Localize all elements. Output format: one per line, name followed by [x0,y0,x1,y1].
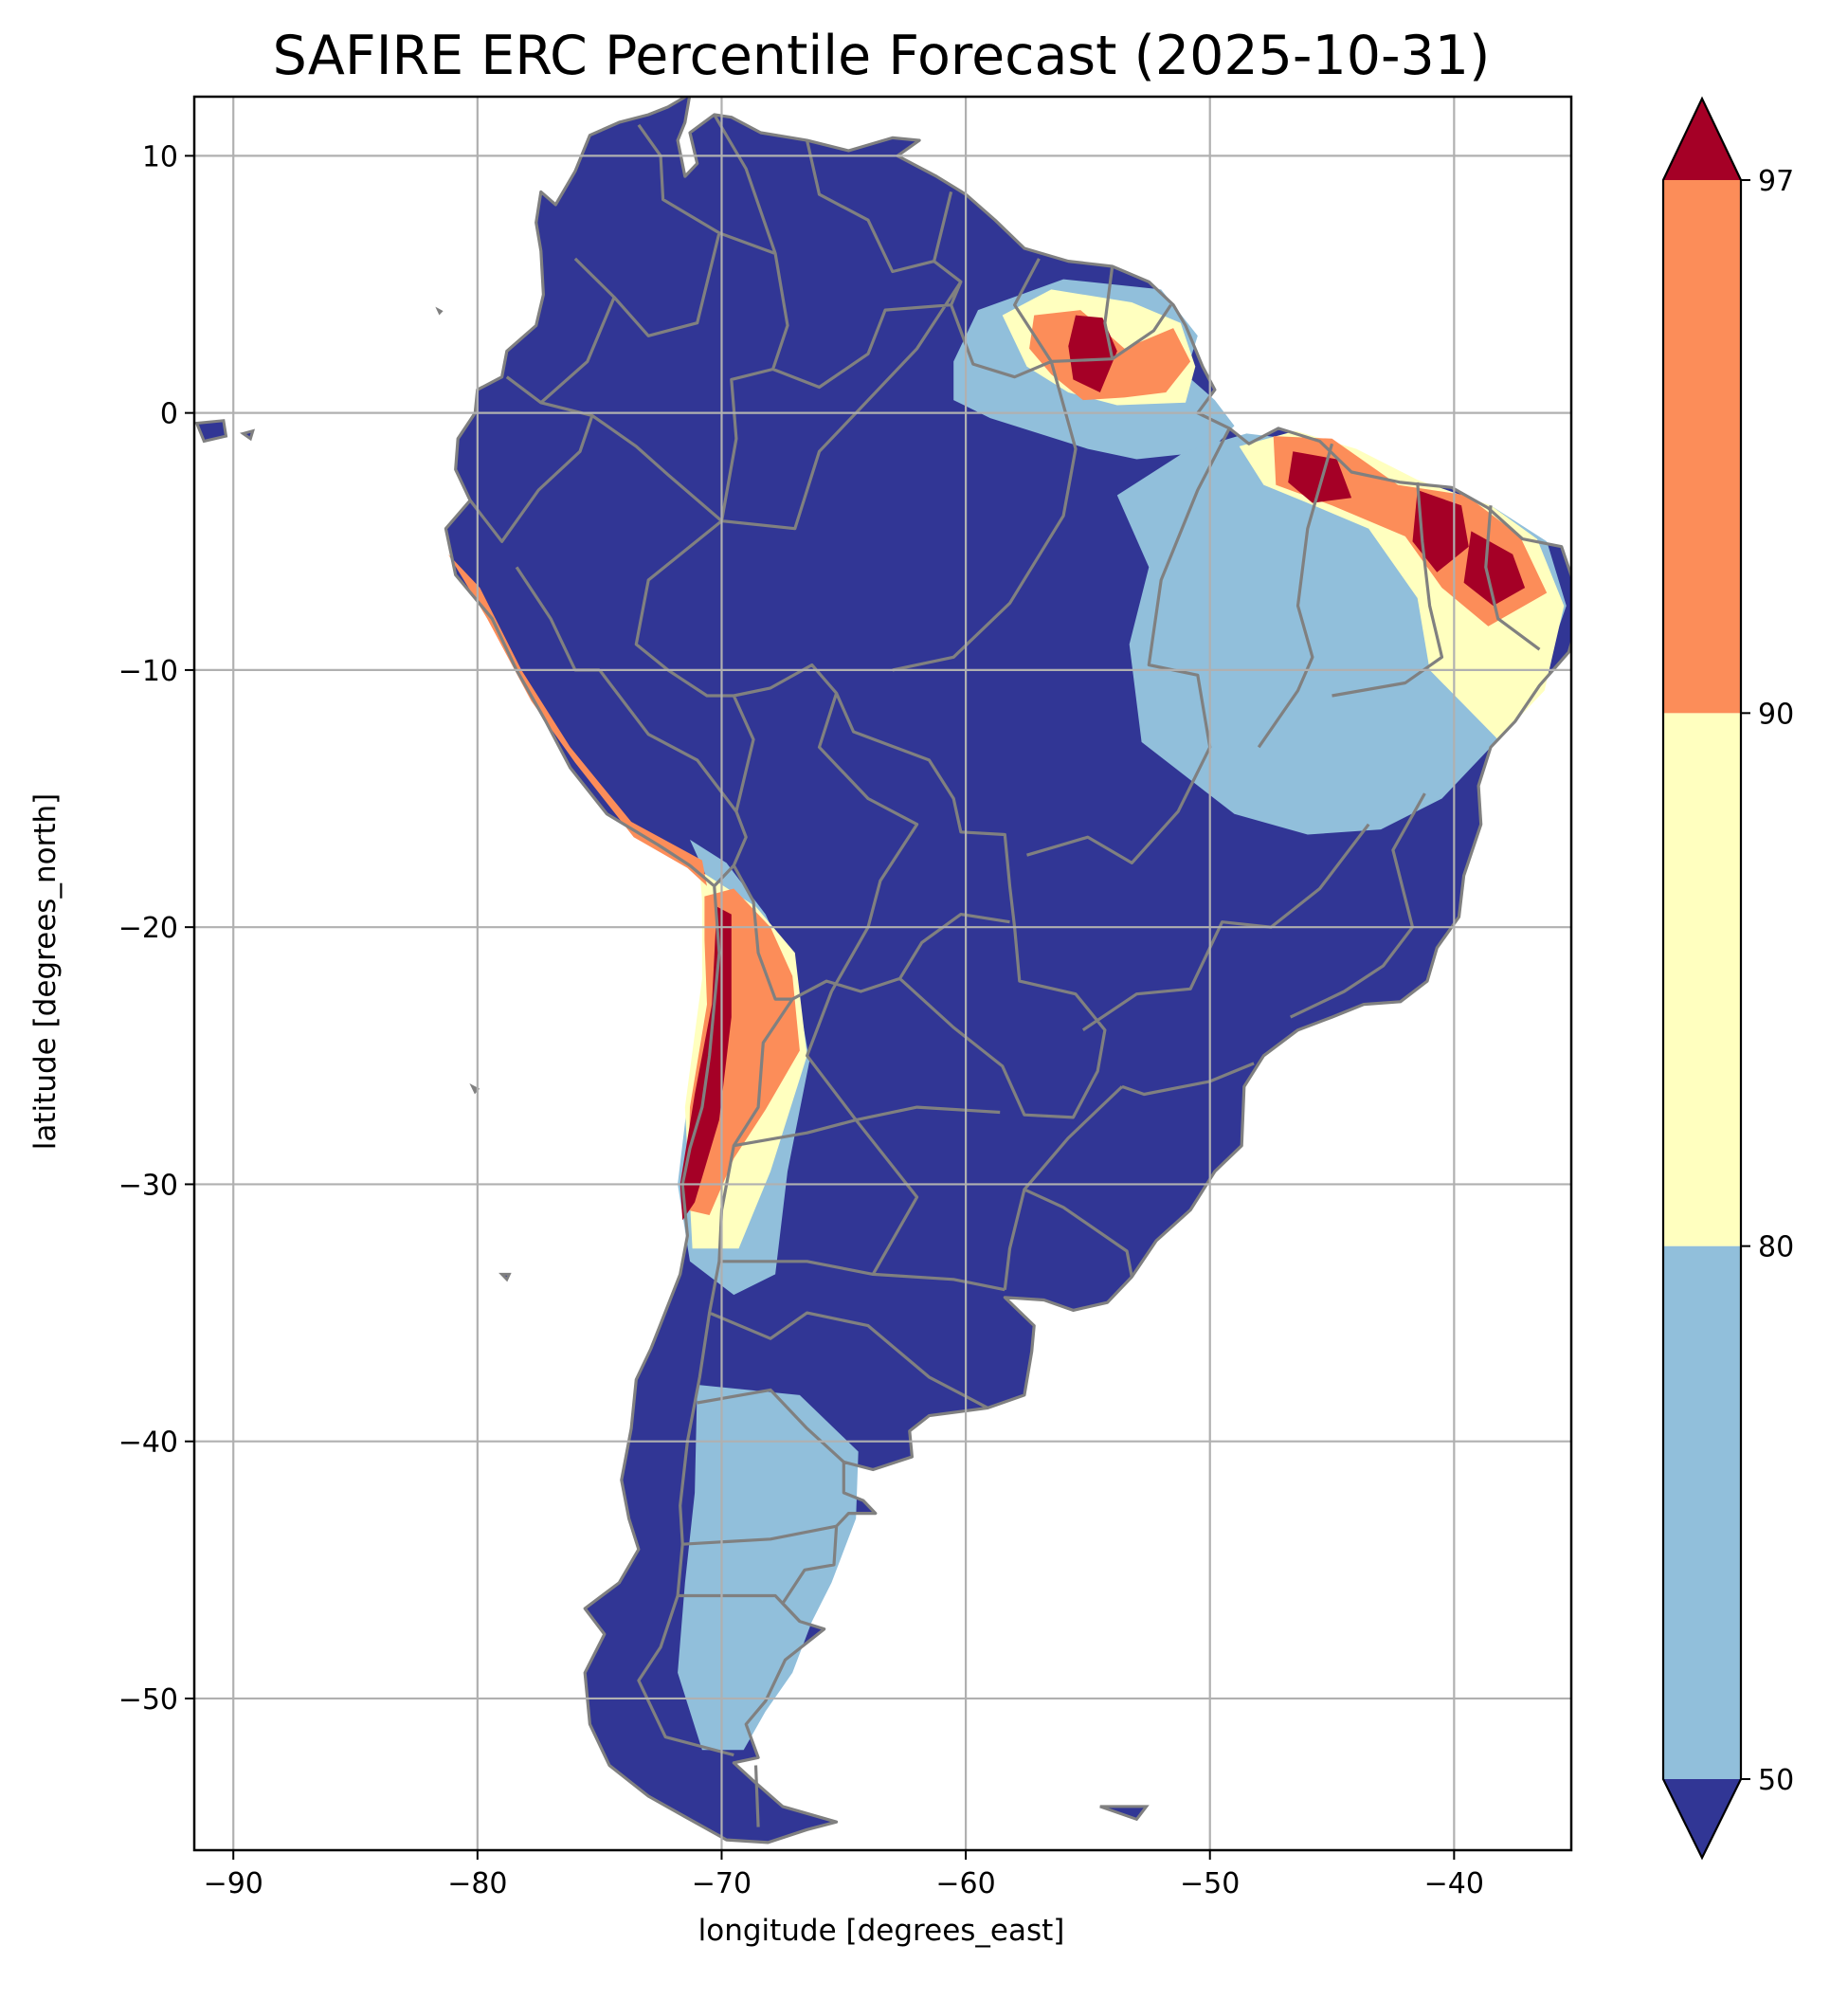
colorbar-tick-label-2: 90 [1758,698,1794,731]
colorbar-tick-label-1: 80 [1758,1231,1794,1264]
y-axis-label: latitude [degrees_north] [28,793,63,1150]
percentile-regions [447,279,1567,1751]
grid-lines [194,97,1571,1850]
y-tick-label-0: 10 [142,140,178,173]
colorbar-tick-label-0: 50 [1758,1764,1794,1797]
colorbar-segment-2 [1663,180,1741,714]
island-1 [239,428,256,442]
colorbar-tick-label-3: 97 [1758,165,1794,198]
x-tick-label-0: −90 [204,1867,263,1900]
y-tick-label-5: −40 [118,1427,178,1460]
region-peru-coast-14 [447,554,707,886]
y-axis-ticks: 10 0 −10 −20 −30 −40 −50 [118,140,194,1717]
y-tick-label-2: −10 [118,655,178,688]
colorbar-extend-top [1663,99,1741,180]
x-axis-ticks: −90 −80 −70 −60 −50 −40 [204,1850,1484,1900]
x-tick-label-3: −60 [935,1867,995,1900]
map-plot-area [194,97,1571,1850]
x-tick-label-4: −50 [1180,1867,1240,1900]
y-tick-label-1: 0 [160,398,178,431]
region-patagonia-15 [678,1385,859,1751]
plot-frame [192,95,1573,1852]
x-tick-label-2: −70 [692,1867,752,1900]
map-title: SAFIRE ERC Percentile Forecast (2025-10-… [273,25,1491,87]
x-tick-label-1: −80 [447,1867,507,1900]
colorbar: 50 80 90 97 [1661,96,1794,1861]
island-4 [435,306,444,316]
island-0 [194,419,228,444]
colorbar-segment-0 [1663,1245,1741,1779]
x-tick-label-5: −40 [1424,1867,1484,1900]
region-guiana-shield-3 [1068,315,1117,392]
colorbar-segment-1 [1663,713,1741,1246]
y-tick-label-6: −50 [118,1683,178,1717]
y-tick-label-4: −30 [118,1169,178,1202]
island-3 [469,1082,480,1095]
y-tick-label-3: −20 [118,912,178,945]
island-2 [498,1272,512,1282]
country-borders [468,114,1541,1827]
colorbar-extend-bottom [1663,1779,1741,1858]
x-axis-label: longitude [degrees_east] [698,1914,1065,1948]
coastline [444,97,1571,1845]
islands [194,306,1150,1822]
region-northeast-brazil-9 [1463,531,1526,607]
island-5 [1099,1805,1150,1822]
region-northeast-brazil-7 [1288,451,1352,503]
